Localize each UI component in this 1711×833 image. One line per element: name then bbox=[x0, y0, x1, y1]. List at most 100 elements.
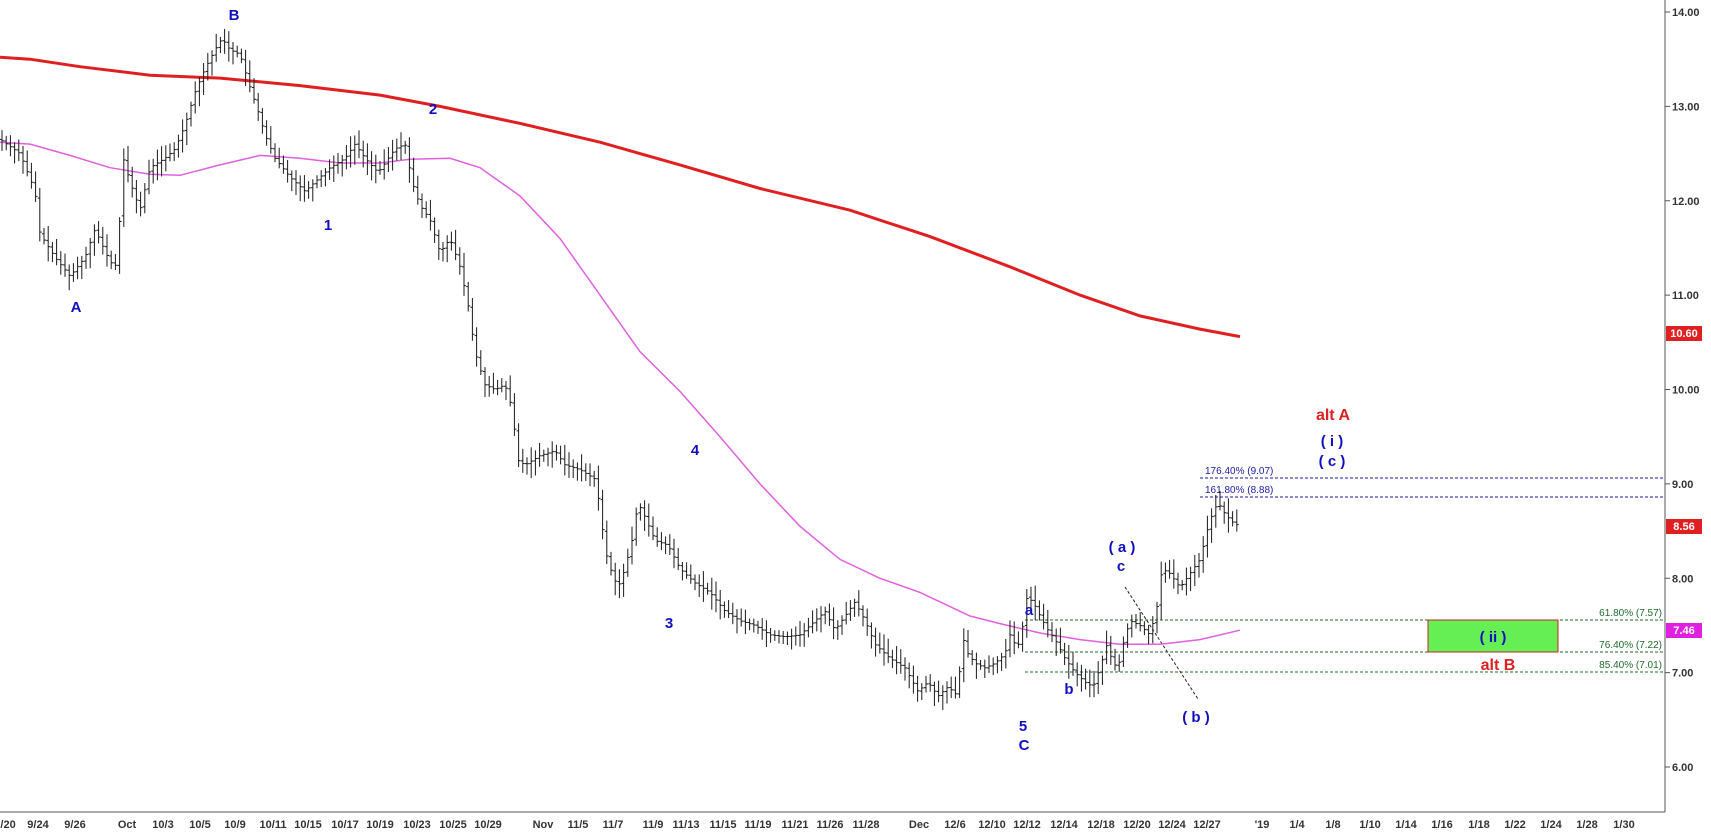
x-tick-label: 12/20 bbox=[1123, 819, 1151, 831]
ohlc-bar bbox=[1171, 559, 1176, 589]
ohlc-bar bbox=[441, 241, 445, 262]
fib-label-61: 61.80% (7.57) bbox=[1599, 608, 1662, 619]
ohlc-bar bbox=[1138, 612, 1143, 632]
ohlc-bar bbox=[1134, 614, 1138, 629]
x-tick-label: 1/8 bbox=[1325, 819, 1340, 831]
ohlc-bar bbox=[537, 442, 542, 467]
wave-label-c: c bbox=[1117, 558, 1125, 575]
ohlc-bar bbox=[898, 649, 903, 674]
ohlc-bar bbox=[525, 457, 529, 475]
ohlc-bar bbox=[567, 452, 571, 479]
x-tick-label: 10/3 bbox=[152, 819, 173, 831]
ohlc-bar bbox=[84, 246, 88, 269]
ohlc-bar bbox=[352, 135, 357, 165]
ohlc-bar bbox=[533, 450, 538, 476]
ohlc-bar bbox=[907, 662, 912, 689]
ohlc-bar bbox=[1083, 668, 1088, 690]
y-tick-label: 8.00 bbox=[1672, 573, 1693, 585]
ohlc-bar bbox=[361, 140, 366, 168]
target-zone-label: ( ii ) bbox=[1480, 629, 1507, 646]
ohlc-bar bbox=[575, 462, 580, 481]
ohlc-bar bbox=[92, 224, 97, 256]
ohlc-bar bbox=[802, 623, 807, 647]
ohlc-bar bbox=[113, 254, 118, 271]
ohlc-bar bbox=[243, 49, 248, 87]
ohlc-bar bbox=[315, 175, 319, 189]
x-tick-label: 12/18 bbox=[1087, 819, 1115, 831]
ohlc-bar bbox=[583, 463, 588, 481]
ohlc-bar bbox=[1003, 638, 1008, 669]
wave-label-2: 2 bbox=[429, 101, 437, 118]
ohlc-bar bbox=[1029, 586, 1033, 613]
ohlc-bar bbox=[869, 622, 874, 649]
ohlc-bar bbox=[701, 571, 706, 602]
ohlc-bar bbox=[285, 159, 290, 183]
ohlc-bar bbox=[231, 41, 235, 65]
ohlc-bar bbox=[1150, 616, 1155, 644]
ohlc-bar bbox=[777, 630, 781, 644]
ohlc-bar bbox=[672, 538, 676, 569]
ohlc-bar bbox=[373, 154, 378, 184]
ohlc-bar bbox=[785, 631, 790, 646]
ohlc-bar bbox=[688, 564, 693, 584]
ohlc-bar bbox=[642, 500, 647, 531]
x-tick-label: 10/23 bbox=[403, 819, 431, 831]
x-tick-label: 10/9 bbox=[224, 819, 245, 831]
ohlc-bar bbox=[1092, 670, 1096, 698]
ohlc-bar bbox=[856, 590, 861, 617]
ohlc-bar bbox=[365, 143, 370, 176]
ohlc-bar bbox=[214, 33, 219, 62]
ohlc-bar bbox=[1008, 620, 1012, 658]
wave-label-a: a bbox=[1025, 602, 1034, 619]
ohlc-bar bbox=[1146, 624, 1151, 645]
ohlc-bar bbox=[478, 350, 483, 375]
ohlc-bar bbox=[760, 618, 765, 640]
ohlc-bar bbox=[142, 183, 147, 214]
ohlc-bar bbox=[541, 449, 546, 462]
ohlc-bar bbox=[394, 138, 399, 161]
ohlc-bar bbox=[827, 603, 832, 626]
ohlc-bar bbox=[449, 231, 454, 251]
x-tick-label: 10/11 bbox=[260, 819, 287, 831]
x-tick-label: 1/30 bbox=[1613, 819, 1634, 831]
ohlc-bar bbox=[390, 139, 395, 171]
ohlc-bar bbox=[218, 36, 223, 54]
ohlc-bar bbox=[487, 375, 492, 397]
y-tick-label: 10.00 bbox=[1672, 385, 1700, 397]
ohlc-bar bbox=[67, 264, 72, 291]
y-tick-label: 9.00 bbox=[1672, 479, 1693, 491]
ohlc-bar bbox=[949, 676, 954, 699]
ohlc-bar bbox=[445, 235, 450, 263]
ohlc-bar bbox=[1079, 664, 1084, 692]
ohlc-bar bbox=[852, 598, 857, 617]
ohlc-bar bbox=[709, 577, 714, 610]
ohlc-bar bbox=[848, 600, 853, 622]
ohlc-bar bbox=[415, 175, 420, 205]
ohlc-bar bbox=[806, 617, 811, 638]
ohlc-bar bbox=[718, 589, 723, 620]
x-tick-label: 1/14 bbox=[1395, 819, 1417, 831]
ohlc-bar bbox=[336, 152, 340, 174]
ohlc-bar bbox=[764, 620, 769, 648]
x-tick-label: 1/16 bbox=[1431, 819, 1452, 831]
wave-label-alt-A: alt A bbox=[1316, 407, 1351, 424]
ohlc-bar bbox=[499, 378, 504, 393]
ohlc-bar bbox=[1201, 536, 1206, 573]
ohlc-bar bbox=[873, 627, 878, 657]
x-tick-label: 10/17 bbox=[331, 819, 359, 831]
ohlc-bar bbox=[1066, 644, 1071, 679]
x-tick-label: 10/19 bbox=[366, 819, 394, 831]
x-tick-label: 12/6 bbox=[944, 819, 965, 831]
x-tick-label: Dec bbox=[909, 819, 929, 831]
ohlc-bar bbox=[210, 50, 214, 76]
ohlc-bar bbox=[1087, 669, 1092, 698]
ohlc-bar bbox=[651, 516, 655, 541]
ohlc-bar bbox=[793, 626, 798, 646]
ohlc-bar bbox=[1020, 621, 1025, 652]
ohlc-bar bbox=[1188, 566, 1193, 592]
ohlc-bar bbox=[504, 380, 508, 401]
ohlc-bar bbox=[987, 655, 991, 674]
ohlc-bar bbox=[882, 634, 886, 666]
price-tag-last: 8.56 bbox=[1673, 521, 1694, 533]
ohlc-bar bbox=[172, 142, 177, 162]
